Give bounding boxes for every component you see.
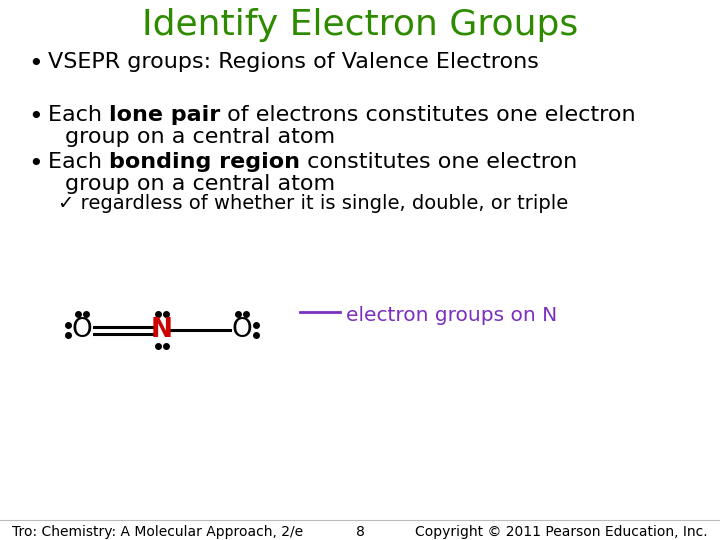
Text: •: • [28,105,42,129]
Text: group on a central atom: group on a central atom [65,127,335,147]
Text: of electrons constitutes one electron: of electrons constitutes one electron [220,105,636,125]
Text: constitutes one electron: constitutes one electron [300,152,577,172]
Text: Each: Each [48,105,109,125]
Text: lone pair: lone pair [109,105,220,125]
Text: O: O [71,317,92,343]
Text: VSEPR groups: Regions of Valence Electrons: VSEPR groups: Regions of Valence Electro… [48,52,539,72]
Text: •: • [28,52,42,76]
Text: Copyright © 2011 Pearson Education, Inc.: Copyright © 2011 Pearson Education, Inc. [415,525,708,539]
Text: ✓ regardless of whether it is single, double, or triple: ✓ regardless of whether it is single, do… [58,194,568,213]
Text: 8: 8 [356,525,364,539]
Text: bonding region: bonding region [109,152,300,172]
Text: electron groups on N: electron groups on N [346,306,557,325]
Text: Identify Electron Groups: Identify Electron Groups [142,8,578,42]
Text: •: • [28,152,42,176]
Text: N: N [151,317,173,343]
Text: group on a central atom: group on a central atom [65,174,335,194]
Text: Each: Each [48,152,109,172]
Text: Tro: Chemistry: A Molecular Approach, 2/e: Tro: Chemistry: A Molecular Approach, 2/… [12,525,303,539]
Text: O: O [232,317,253,343]
